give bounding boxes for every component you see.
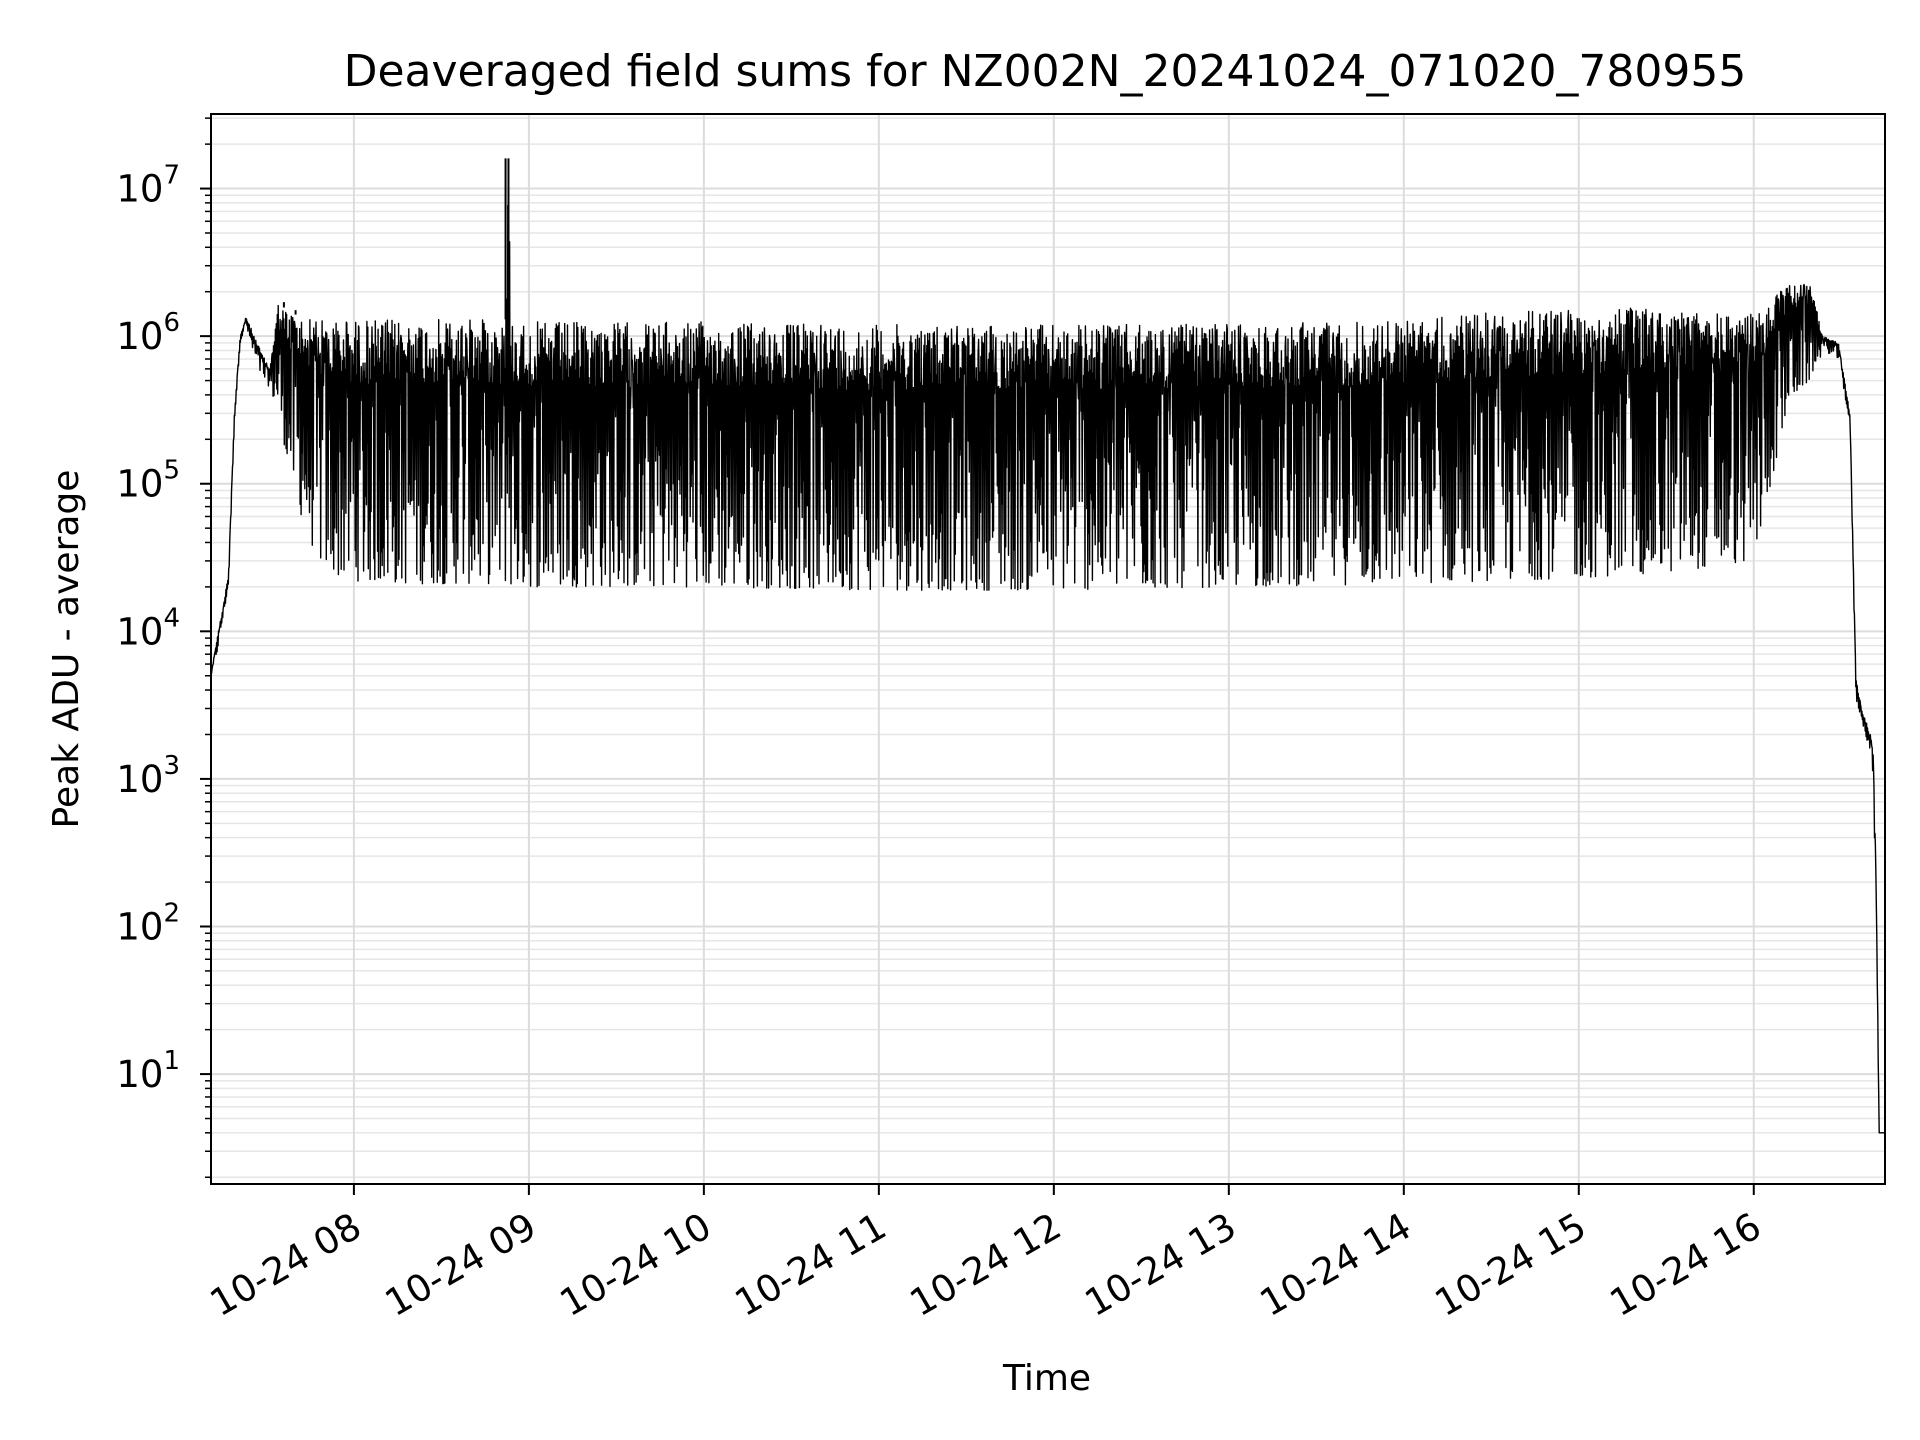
chart-title: Deaveraged field sums for NZ002N_2024102… <box>344 46 1747 97</box>
y-tick-label: 107 <box>116 161 180 211</box>
y-axis-label: Peak ADU - average <box>46 470 87 829</box>
x-axis-label: Time <box>1002 1358 1091 1399</box>
series-line <box>210 204 1885 1134</box>
y-tick-label: 104 <box>116 603 180 653</box>
y-axis: 101 102 103 104 105 106 107 <box>116 117 211 1178</box>
data-series <box>210 158 1885 1134</box>
y-tick-label: 106 <box>116 308 180 358</box>
y-tick-label: 103 <box>116 751 180 801</box>
y-tick-label: 105 <box>116 456 180 506</box>
y-tick-label: 101 <box>116 1046 180 1096</box>
plot-frame <box>210 113 1886 1185</box>
y-tick-label: 102 <box>116 898 180 948</box>
